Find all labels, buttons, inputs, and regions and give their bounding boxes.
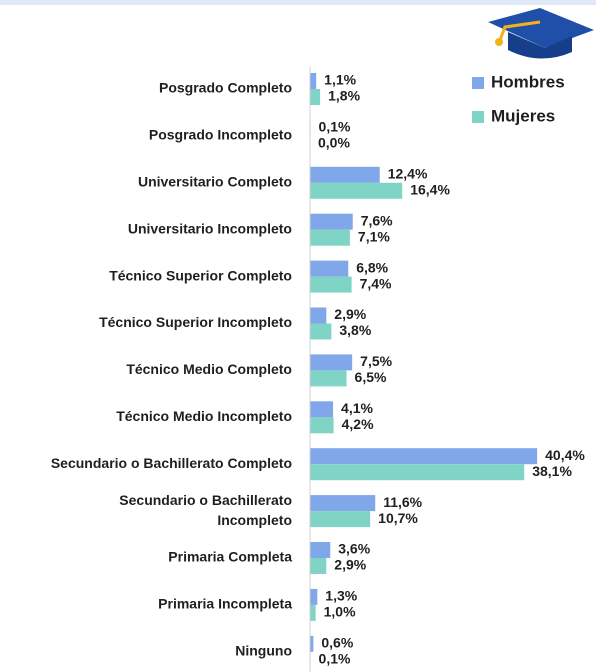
bar xyxy=(310,213,353,230)
value-label: 7,6% xyxy=(361,212,393,228)
value-label: 11,6% xyxy=(383,494,422,510)
category-label: Posgrado Incompleto xyxy=(149,127,292,143)
bar xyxy=(310,401,334,418)
value-label: 6,5% xyxy=(355,369,387,385)
bar xyxy=(310,276,352,293)
value-label: 2,9% xyxy=(334,306,366,322)
value-label: 0,0% xyxy=(318,135,350,151)
bar xyxy=(310,182,403,199)
bar xyxy=(310,323,332,340)
value-label: 0,6% xyxy=(321,635,353,651)
bar xyxy=(310,604,316,621)
value-label: 1,3% xyxy=(325,588,357,604)
category-label: Universitario Completo xyxy=(138,174,292,190)
value-label: 40,4% xyxy=(545,447,585,463)
category-label: Técnico Superior Incompleto xyxy=(99,314,292,330)
value-label: 16,4% xyxy=(410,182,450,198)
legend-swatch xyxy=(472,77,484,89)
value-label: 1,1% xyxy=(324,72,356,88)
category-label: Primaria Completa xyxy=(168,549,292,565)
category-label: Técnico Medio Completo xyxy=(126,361,292,377)
value-label: 7,5% xyxy=(360,353,392,369)
category-label: Secundario o Bachillerato xyxy=(119,492,292,508)
value-label: 1,0% xyxy=(324,604,356,620)
value-label: 6,8% xyxy=(356,259,388,275)
bar xyxy=(310,260,349,277)
bar xyxy=(310,542,331,558)
graduation-cap-icon xyxy=(488,8,594,59)
category-label: Secundario o Bachillerato Completo xyxy=(51,455,292,471)
value-label: 7,1% xyxy=(358,228,390,244)
legend-label: Hombres xyxy=(491,72,565,91)
value-label: 12,4% xyxy=(388,166,428,182)
value-label: 38,1% xyxy=(532,463,572,479)
bar xyxy=(310,417,334,434)
bar xyxy=(310,307,327,324)
value-label: 0,1% xyxy=(319,651,351,667)
category-label: Incompleto xyxy=(217,512,292,528)
legend-label: Mujeres xyxy=(491,106,555,125)
category-label: Técnico Superior Completo xyxy=(109,267,292,283)
bar xyxy=(310,464,525,481)
value-label: 1,8% xyxy=(328,88,360,104)
value-label: 0,1% xyxy=(319,119,351,135)
bar xyxy=(310,370,347,387)
value-label: 3,8% xyxy=(339,322,371,338)
bar xyxy=(310,229,350,246)
category-label: Posgrado Completo xyxy=(159,80,292,96)
bar xyxy=(310,354,353,371)
value-label: 4,2% xyxy=(342,416,374,432)
value-label: 2,9% xyxy=(334,557,366,573)
value-label: 4,1% xyxy=(341,400,373,416)
value-label: 7,4% xyxy=(360,275,392,291)
bar xyxy=(310,511,371,528)
bar xyxy=(310,588,318,605)
value-label: 10,7% xyxy=(378,510,418,526)
category-label: Universitario Incompleto xyxy=(128,220,292,236)
value-label: 3,6% xyxy=(338,541,370,557)
bar xyxy=(310,448,538,465)
top-strip xyxy=(0,0,596,5)
bar xyxy=(310,89,321,105)
category-label: Primaria Incompleta xyxy=(158,596,292,612)
legend-swatch xyxy=(472,111,484,123)
bar xyxy=(310,73,317,89)
bar xyxy=(310,166,380,183)
bar xyxy=(310,495,376,512)
bar xyxy=(310,558,327,574)
category-label: Ninguno xyxy=(235,643,292,659)
category-label: Técnico Medio Incompleto xyxy=(116,408,292,424)
bar xyxy=(310,635,314,652)
